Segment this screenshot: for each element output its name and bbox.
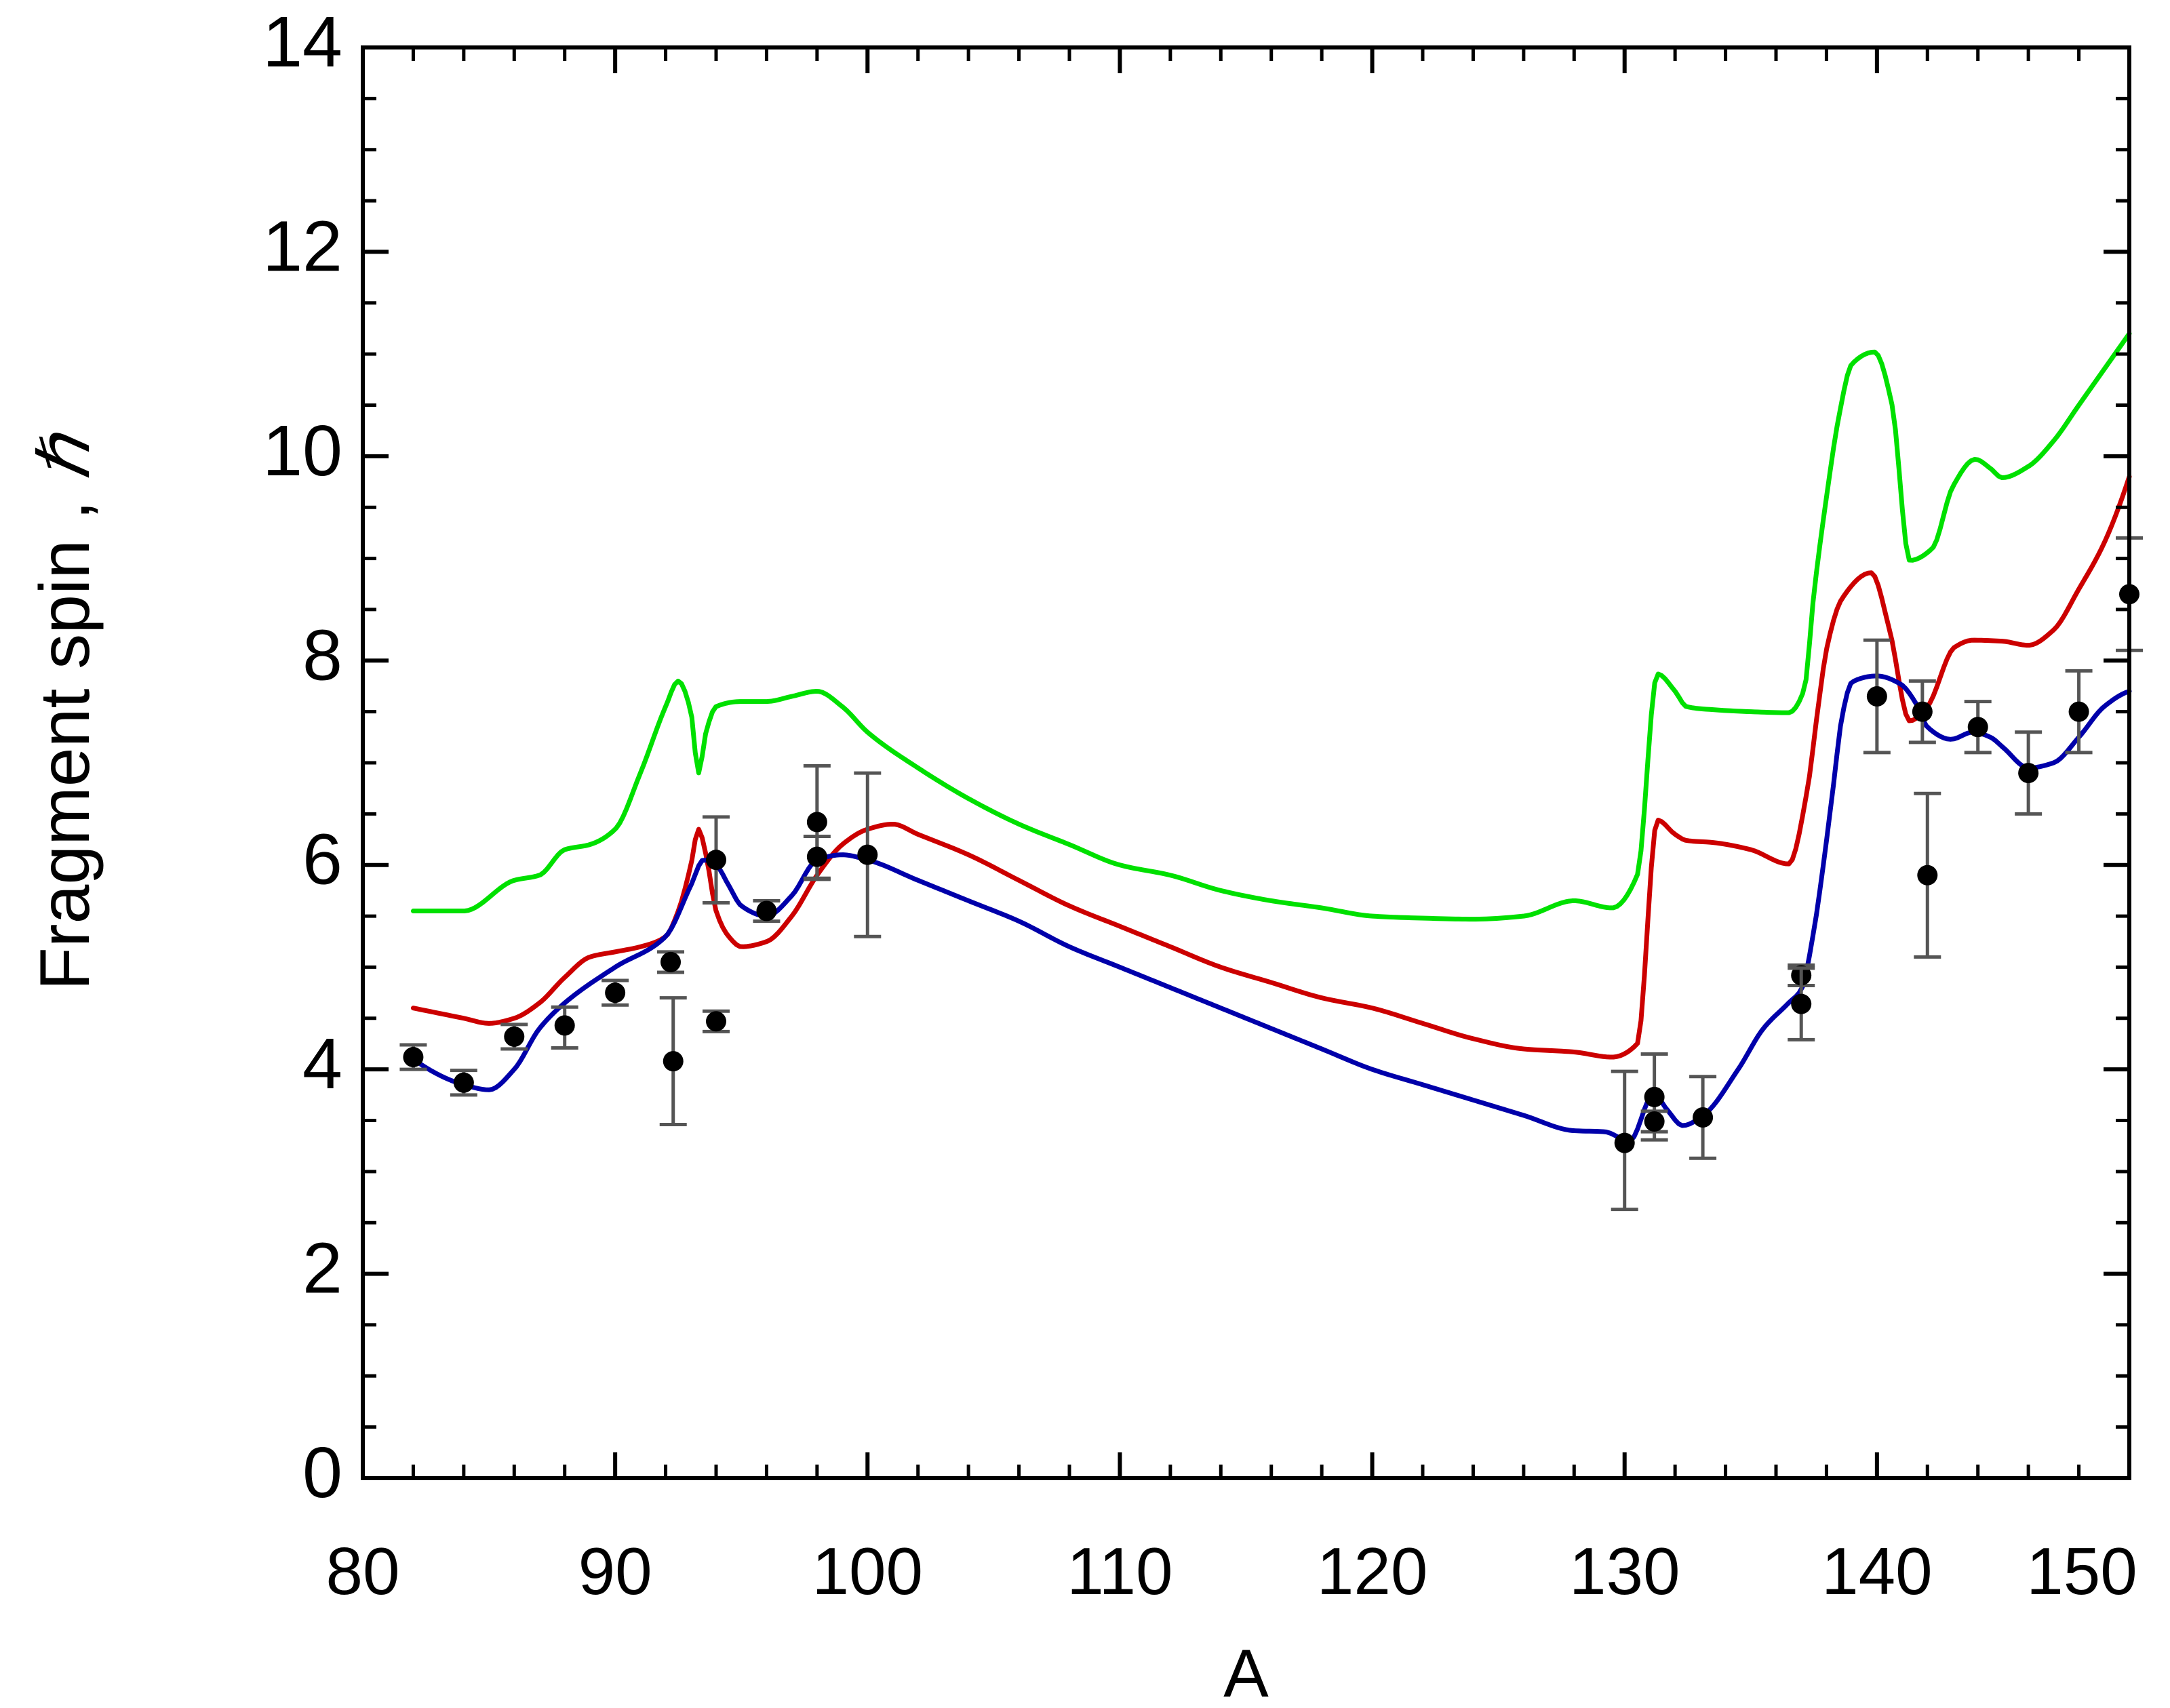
svg-text:100: 100 [812,1534,924,1608]
svg-text:140: 140 [1821,1534,1933,1608]
svg-text:110: 110 [1067,1534,1172,1608]
svg-text:80: 80 [326,1534,399,1608]
svg-text:150: 150 [2026,1534,2137,1608]
svg-text:6: 6 [302,820,342,900]
svg-text:14: 14 [262,2,342,82]
svg-text:10: 10 [262,411,342,491]
svg-text:12: 12 [262,206,342,286]
svg-text:A: A [1223,1635,1269,1708]
svg-text:8: 8 [302,615,342,695]
svg-text:0: 0 [302,1433,342,1513]
svg-text:130: 130 [1569,1534,1680,1608]
svg-text:90: 90 [578,1534,652,1608]
svg-text:2: 2 [302,1229,342,1309]
svg-text:4: 4 [302,1024,342,1104]
svg-text:120: 120 [1317,1534,1428,1608]
